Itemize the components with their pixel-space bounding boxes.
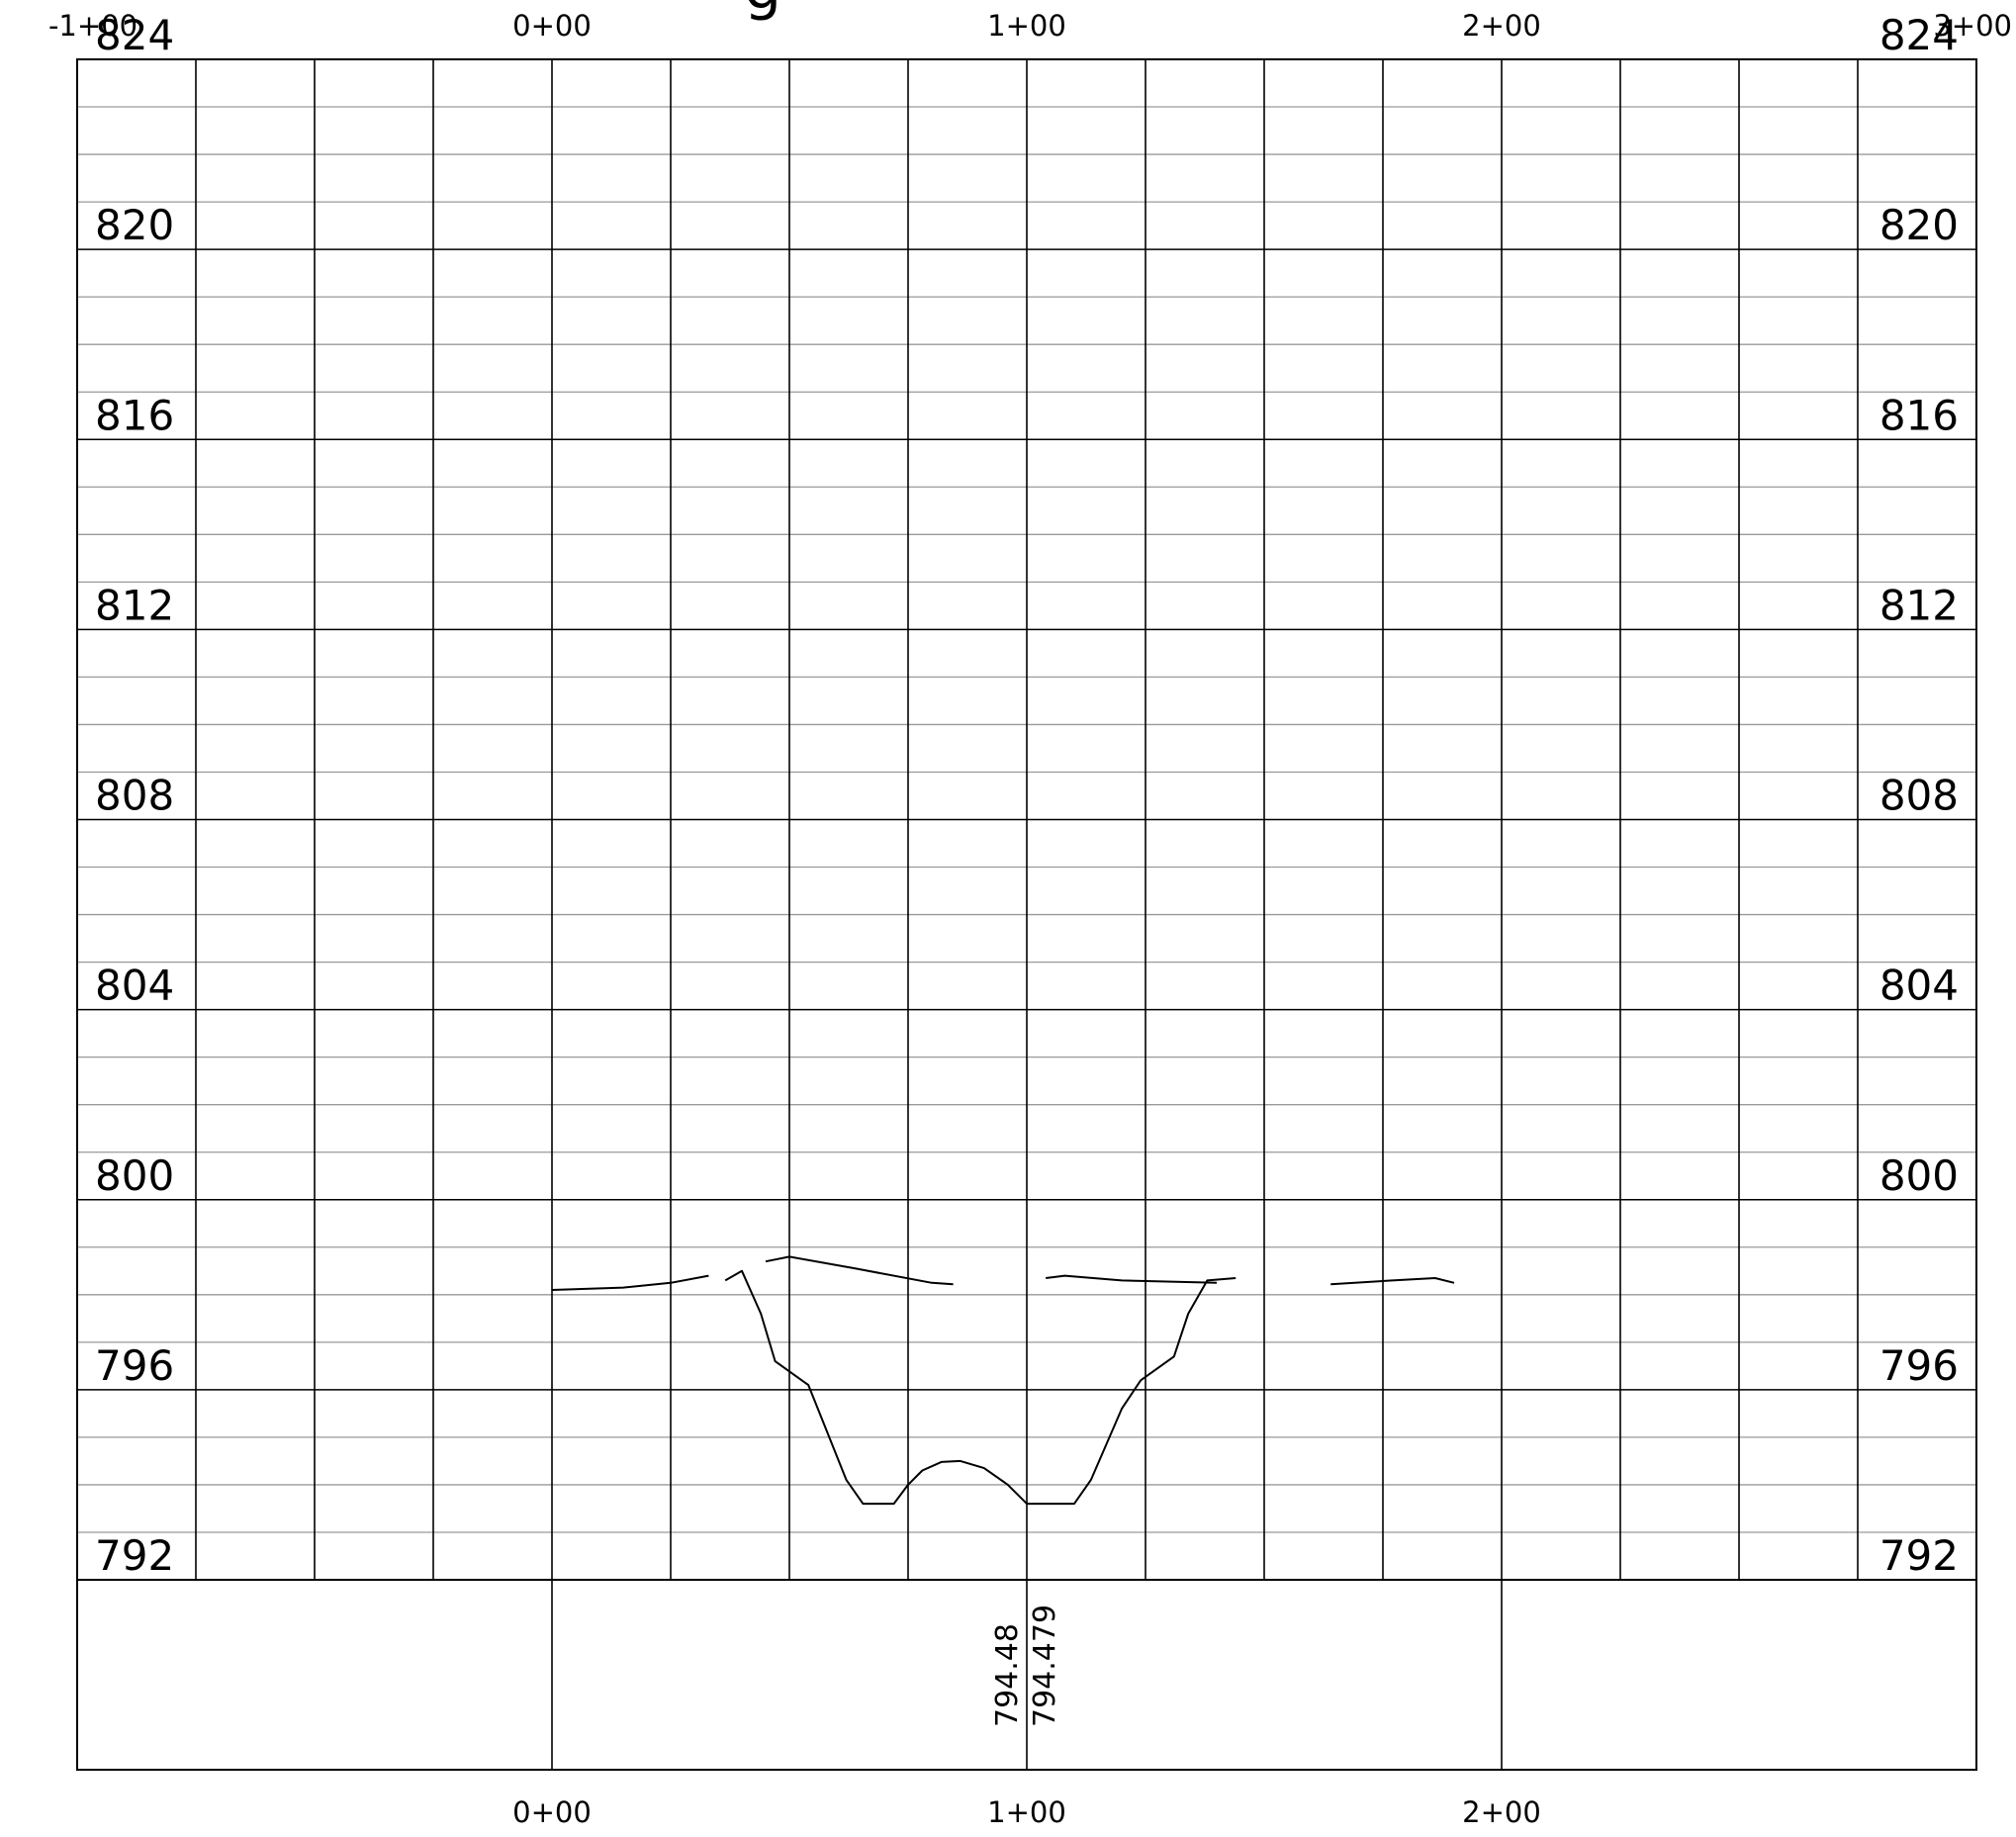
x-tick-label-bottom: 2+00 (1462, 1795, 1541, 1829)
y-tick-label-right: 816 (1879, 391, 1959, 439)
plot-frame (76, 58, 1977, 1581)
x-tick-label-top: 2+00 (1462, 9, 1541, 43)
y-tick-label-left: 824 (95, 11, 174, 59)
y-tick-label-right: 824 (1879, 11, 1959, 59)
major-grid (77, 59, 1976, 1580)
y-tick-label-right: 808 (1879, 772, 1959, 820)
y-tick-label-right: 792 (1879, 1531, 1959, 1580)
profile-line (551, 1274, 709, 1291)
elevation-band (76, 1579, 1977, 1771)
elevation-value-label: 794.48 (990, 1623, 1025, 1727)
y-tick-label-right: 804 (1879, 962, 1959, 1010)
y-tick-label-left: 820 (95, 201, 174, 249)
y-tick-label-left: 812 (95, 581, 174, 629)
y-tick-label-left: 796 (95, 1341, 174, 1390)
x-tick-label-top: -1+00 (48, 9, 137, 43)
profile-line (765, 1255, 954, 1286)
title-fragment: g (744, 0, 781, 23)
y-tick-label-right: 800 (1879, 1151, 1959, 1200)
y-tick-label-left: 816 (95, 391, 174, 439)
x-tick-label-bottom: 1+00 (987, 1795, 1066, 1829)
x-tick-label-top: 1+00 (987, 9, 1066, 43)
x-tick-label-bottom: 0+00 (512, 1795, 592, 1829)
profile-line (724, 1269, 1237, 1506)
y-tick-label-right: 820 (1879, 201, 1959, 249)
y-tick-label-left: 792 (95, 1531, 174, 1580)
axis-labels: 824 824 820 820 816 816 812 812 808 808 804 804 800 8… (48, 9, 2012, 1829)
profile-line (1330, 1277, 1455, 1286)
y-tick-label-left: 804 (95, 962, 174, 1010)
elevation-value-label: 794.479 (1028, 1605, 1062, 1727)
y-tick-label-left: 808 (95, 772, 174, 820)
chart-frame (76, 58, 1977, 1581)
y-tick-label-right: 796 (1879, 1341, 1959, 1390)
x-tick-label-top: 0+00 (512, 9, 592, 43)
x-tick-label-top: 3+00 (1933, 9, 2012, 43)
y-tick-label-left: 800 (95, 1151, 174, 1200)
y-tick-label-right: 812 (1879, 581, 1959, 629)
profile-lines (551, 1255, 1455, 1506)
profile-line (1046, 1274, 1218, 1284)
